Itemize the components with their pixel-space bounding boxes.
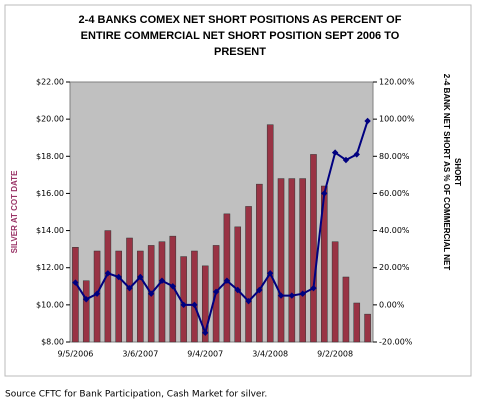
y2-tick-label: 0.00% (379, 300, 405, 309)
y-tick-label: $16.00 (36, 189, 64, 198)
line-marker (147, 290, 155, 297)
bar (299, 178, 306, 343)
bar (245, 206, 252, 343)
line-marker (245, 297, 252, 305)
line-marker (83, 296, 90, 303)
x-tick-label: 3/6/2007 (122, 350, 158, 359)
y-tick-label: $10.00 (36, 300, 64, 309)
bar (82, 280, 90, 343)
line-marker (212, 288, 220, 296)
bar (310, 154, 317, 343)
x-tick-label: 9/5/2006 (57, 350, 93, 359)
bar (364, 313, 371, 343)
bar (158, 241, 166, 343)
y2-tick-label: -20.00% (379, 338, 413, 347)
y-tick-label: $8.00 (41, 338, 64, 347)
line-marker (72, 279, 79, 286)
line-marker (256, 286, 263, 294)
line-marker (158, 277, 166, 284)
bar (353, 302, 361, 343)
bar (256, 183, 263, 343)
line-marker (202, 329, 209, 336)
y-tick-label: $20.00 (36, 115, 64, 124)
y-tick-label: $18.00 (36, 152, 64, 161)
line-marker (321, 190, 328, 197)
bar (266, 124, 274, 343)
y2-tick-label: 40.00% (379, 226, 410, 235)
x-tick-label: 9/2/2008 (317, 350, 353, 359)
bar (342, 276, 350, 343)
line-marker (104, 270, 112, 277)
bar (277, 178, 285, 343)
bar (104, 230, 112, 343)
chart-title: 2-4 BANKS COMEX NET SHORT POSITIONS AS P… (79, 14, 402, 26)
source-note: Source CFTC for Bank Participation, Cash… (5, 390, 267, 400)
line-marker (115, 273, 122, 281)
line-marker (310, 284, 317, 292)
line-marker (234, 286, 241, 294)
line-marker (93, 290, 101, 297)
line-marker (342, 156, 350, 164)
y2-tick-label: 120.00% (379, 78, 415, 87)
y2-tick-label: 60.00% (379, 189, 410, 198)
y2-tick-label: 80.00% (379, 152, 410, 161)
bar (72, 247, 79, 343)
x-tick-label: 3/4/2008 (252, 350, 288, 359)
y2-axis-label: SHORT (453, 158, 462, 186)
y-tick-label: $22.00 (36, 78, 64, 87)
bar (137, 250, 144, 343)
y2-axis-label: 2-4 BANK NET SHORT AS % OF COMMERCIAL NE… (442, 74, 451, 271)
line-marker (364, 117, 371, 125)
line-marker (169, 283, 177, 290)
line (74, 120, 369, 336)
line-marker (180, 301, 187, 309)
line-marker (191, 301, 198, 309)
bar (191, 250, 198, 343)
line-marker (266, 270, 274, 277)
y2-tick-label: 100.00% (379, 115, 415, 124)
bar (331, 241, 339, 343)
bar (234, 226, 242, 343)
y-tick-label: $14.00 (36, 226, 64, 235)
y2-tick-label: 20.00% (379, 263, 410, 272)
y-axis-label: SILVER AT COT DATE (10, 170, 19, 253)
line-marker (126, 284, 133, 292)
line-marker (299, 290, 306, 297)
x-tick-label: 9/4/2007 (187, 350, 223, 359)
chart-title: PRESENT (214, 46, 266, 58)
line-marker (223, 277, 231, 284)
line-marker (288, 292, 296, 299)
bar (115, 250, 122, 343)
bar (201, 265, 209, 343)
bar (321, 185, 328, 343)
line-marker (331, 149, 339, 156)
line-marker (137, 273, 144, 281)
line-marker (353, 151, 360, 158)
bar (288, 178, 296, 343)
line-marker (277, 292, 285, 299)
y-tick-label: $12.00 (36, 263, 64, 272)
chart-title: ENTIRE COMMERCIAL NET SHORT POSITION SEP… (81, 30, 400, 42)
